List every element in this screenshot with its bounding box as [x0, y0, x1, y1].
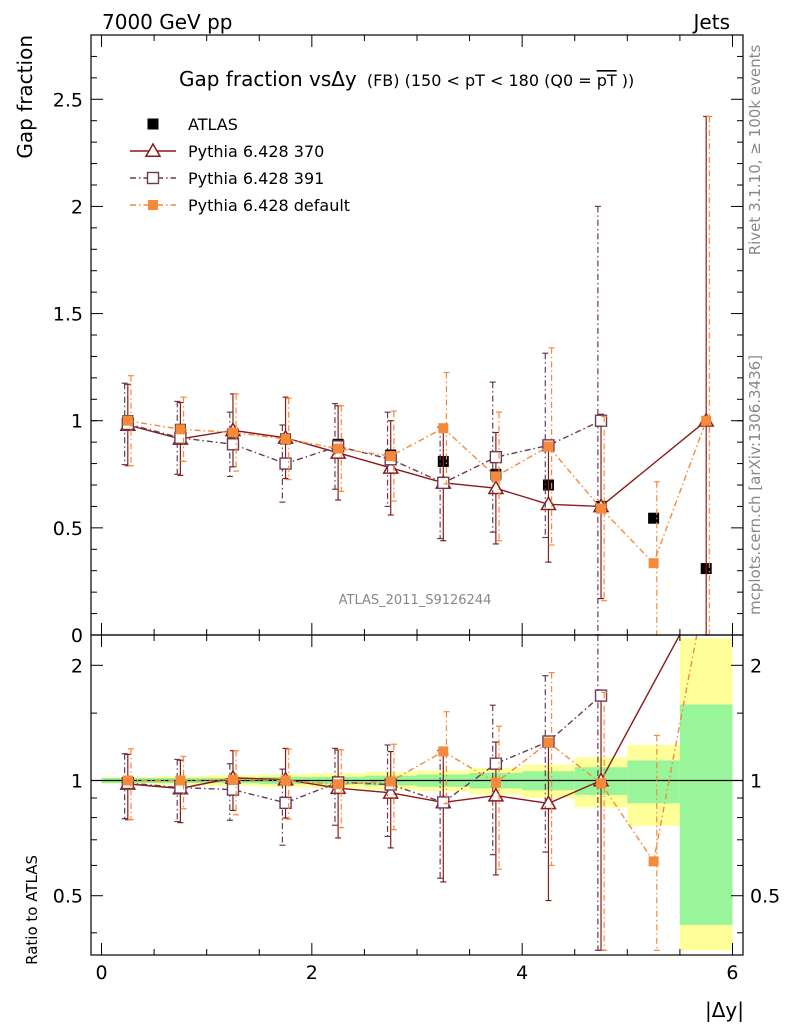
- axes-frame: 0 0.5 1 1.5 2 2.5 0.5 0.5 1 1 2 2 0 2 4 6: [53, 34, 780, 984]
- legend-label-atlas: ATLAS: [188, 115, 238, 134]
- legend-entry-atlas: ATLAS: [147, 115, 238, 134]
- point-pdef: [122, 415, 133, 426]
- ratio-point-pdef: [543, 737, 554, 748]
- legend-label-p391: Pythia 6.428 391: [188, 169, 324, 188]
- data-series: [119, 115, 715, 951]
- ratio-uncertainty-bands: [101, 638, 733, 951]
- ratio-y-tick-label-left: 0.5: [53, 886, 83, 908]
- point-pdef: [490, 471, 501, 482]
- ratio-point-pdef: [227, 774, 238, 785]
- header-collision-label: 7000 GeV pp: [102, 10, 233, 34]
- ratio-band-inner: [679, 704, 733, 925]
- ratio-point-p391: [489, 757, 503, 770]
- legend-label-pdef: Pythia 6.428 default: [188, 196, 350, 215]
- top-y-tick-label: 1.5: [53, 304, 83, 326]
- top-y-tick-label: 1: [71, 411, 83, 433]
- ratio-point-p391: [226, 783, 240, 796]
- ratio-point-pdef: [490, 777, 501, 788]
- point-pdef: [648, 558, 659, 569]
- legend-entry-p370: Pythia 6.428 370: [130, 142, 324, 161]
- x-axis-label: |Δy|: [705, 998, 744, 1022]
- point-p391: [226, 438, 240, 451]
- ratio-y-axis-label: Ratio to ATLAS: [23, 855, 41, 965]
- x-tick-label: 0: [95, 962, 107, 984]
- legend-marker-atlas: [147, 118, 159, 130]
- rivet-version-label: Rivet 3.1.10, ≥ 100k events: [746, 45, 764, 256]
- plot-title: Gap fraction vsΔy (FB) (150 < pT < 180 (…: [179, 67, 634, 91]
- plot-title-close: )): [622, 71, 634, 90]
- point-pdef: [280, 433, 291, 444]
- analysis-watermark: ATLAS_2011_S9126244: [339, 593, 492, 608]
- point-pdef: [701, 415, 712, 426]
- ratio-point-pdef: [280, 775, 291, 786]
- top-y-axis-label: Gap fraction: [13, 35, 37, 159]
- ratio-line-pdef: [127, 635, 698, 864]
- ratio-y-tick-label-left: 2: [71, 655, 83, 677]
- ratio-y-tick-label-right: 0.5: [750, 886, 780, 908]
- ratio-point-pdef: [438, 746, 449, 757]
- mcplots-credit-label: mcplots.cern.ch [arXiv:1306.3436]: [746, 355, 764, 615]
- ratio-point-pdef: [122, 775, 133, 786]
- legend-marker-p370: [144, 142, 162, 157]
- ratio-point-p391: [437, 796, 450, 809]
- point-pdef: [175, 424, 186, 435]
- series-line-pdef: [127, 420, 707, 565]
- top-y-tick-label: 2: [71, 196, 83, 218]
- legend-entry-p391: Pythia 6.428 391: [130, 169, 324, 188]
- ratio-point-pdef: [385, 776, 396, 787]
- plot-title-sub: (FB) (150 < pT < 180 (Q0 =: [367, 71, 592, 90]
- point-pdef: [438, 423, 449, 434]
- point-p391: [437, 476, 450, 490]
- x-tick-label: 4: [516, 962, 528, 984]
- top-y-tick-label: 2.5: [53, 89, 83, 111]
- ratio-band-inner: [627, 760, 680, 804]
- legend-entry-pdef: Pythia 6.428 default: [130, 196, 350, 215]
- ratio-point-pdef: [596, 778, 607, 789]
- ratio-y-tick-label-right: 1: [750, 771, 762, 793]
- point-pdef: [543, 441, 554, 452]
- point-p391: [279, 457, 292, 470]
- plot-title-main: Gap fraction vsΔy: [179, 67, 357, 91]
- legend-label-p370: Pythia 6.428 370: [188, 142, 324, 161]
- series-line-p370: [127, 420, 707, 508]
- point-p391: [489, 450, 503, 464]
- top-y-tick-label: 0: [71, 625, 83, 647]
- ratio-point-pdef: [648, 856, 659, 867]
- ratio-point-p391: [594, 689, 608, 702]
- point-pdef: [227, 427, 238, 438]
- series-pdef: [122, 115, 713, 951]
- top-y-tick-label: 0.5: [53, 518, 83, 540]
- legend-marker-p391: [146, 171, 160, 185]
- x-tick-label: 2: [306, 962, 318, 984]
- ratio-point-pdef: [175, 775, 186, 786]
- ratio-point-p391: [279, 796, 292, 810]
- point-p391: [594, 414, 608, 427]
- point-pdef: [596, 503, 607, 514]
- series-p391: [121, 205, 608, 951]
- ratio-point-pdef: [333, 779, 344, 790]
- point-pdef: [385, 451, 396, 462]
- ratio-y-tick-label-right: 2: [750, 655, 762, 677]
- ratio-y-tick-label-left: 1: [71, 771, 83, 793]
- legend: ATLAS Pythia 6.428 370 Pythia 6.428 391 Pyt…: [130, 115, 350, 215]
- point-pdef: [333, 443, 344, 454]
- x-tick-label: 6: [726, 962, 738, 984]
- ratio-series-pdef: [127, 635, 698, 864]
- header-process-label: Jets: [692, 10, 730, 34]
- plot-title-overlined: pT: [597, 71, 617, 90]
- legend-marker-pdef: [148, 200, 158, 210]
